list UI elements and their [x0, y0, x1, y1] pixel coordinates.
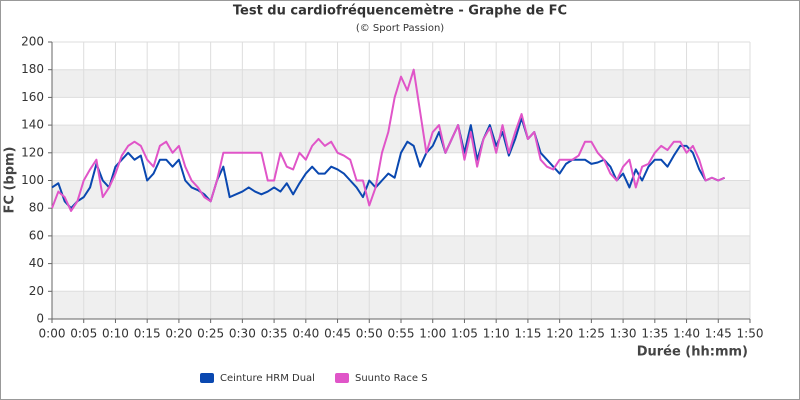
series-line	[51, 117, 726, 210]
y-tick-label: 0	[36, 312, 44, 326]
y-axis-label: FC (bpm)	[3, 147, 18, 214]
x-tick-label: 0:50	[356, 327, 383, 341]
y-tick-label: 200	[21, 35, 44, 49]
x-tick-label: 0:15	[134, 327, 161, 341]
x-tick-label: 1:00	[419, 327, 446, 341]
x-tick-label: 1:20	[546, 327, 573, 341]
x-tick-label: 0:45	[324, 327, 351, 341]
x-tick-label: 0:40	[292, 327, 319, 341]
x-tick-label: 1:10	[483, 327, 510, 341]
x-tick-label: 0:05	[70, 327, 97, 341]
y-tick-label: 60	[29, 228, 44, 242]
series-line	[51, 68, 726, 212]
legend-swatch	[200, 373, 214, 383]
y-tick-label: 100	[21, 173, 44, 187]
y-tick-label: 180	[21, 62, 44, 76]
legend-swatch	[335, 373, 349, 383]
y-tick-label: 20	[29, 284, 44, 298]
x-tick-label: 1:35	[641, 327, 668, 341]
x-tick-label: 0:20	[165, 327, 192, 341]
chart-title: Test du cardiofréquencemètre - Graphe de…	[233, 4, 567, 19]
x-tick-label: 1:30	[610, 327, 637, 341]
x-tick-label: 1:25	[578, 327, 605, 341]
x-tick-label: 0:35	[261, 327, 288, 341]
y-tick-label: 80	[29, 201, 44, 215]
x-tick-label: 1:05	[451, 327, 478, 341]
y-tick-label: 40	[29, 256, 44, 270]
x-tick-label: 0:10	[102, 327, 129, 341]
x-tick-label: 1:45	[705, 327, 732, 341]
x-tick-label: 0:30	[229, 327, 256, 341]
x-tick-label: 0:00	[39, 327, 66, 341]
x-tick-label: 0:25	[197, 327, 224, 341]
legend-label: Suunto Race S	[355, 373, 428, 384]
y-tick-label: 160	[21, 90, 44, 104]
x-tick-label: 1:50	[737, 327, 764, 341]
x-tick-label: 1:15	[514, 327, 541, 341]
chart-subtitle: (© Sport Passion)	[356, 23, 444, 34]
y-tick-label: 140	[21, 118, 44, 132]
x-axis-label: Durée (hh:mm)	[637, 345, 748, 360]
y-tick-label: 120	[21, 145, 44, 159]
x-tick-label: 0:55	[388, 327, 415, 341]
x-tick-label: 1:40	[673, 327, 700, 341]
legend-label: Ceinture HRM Dual	[220, 373, 315, 384]
